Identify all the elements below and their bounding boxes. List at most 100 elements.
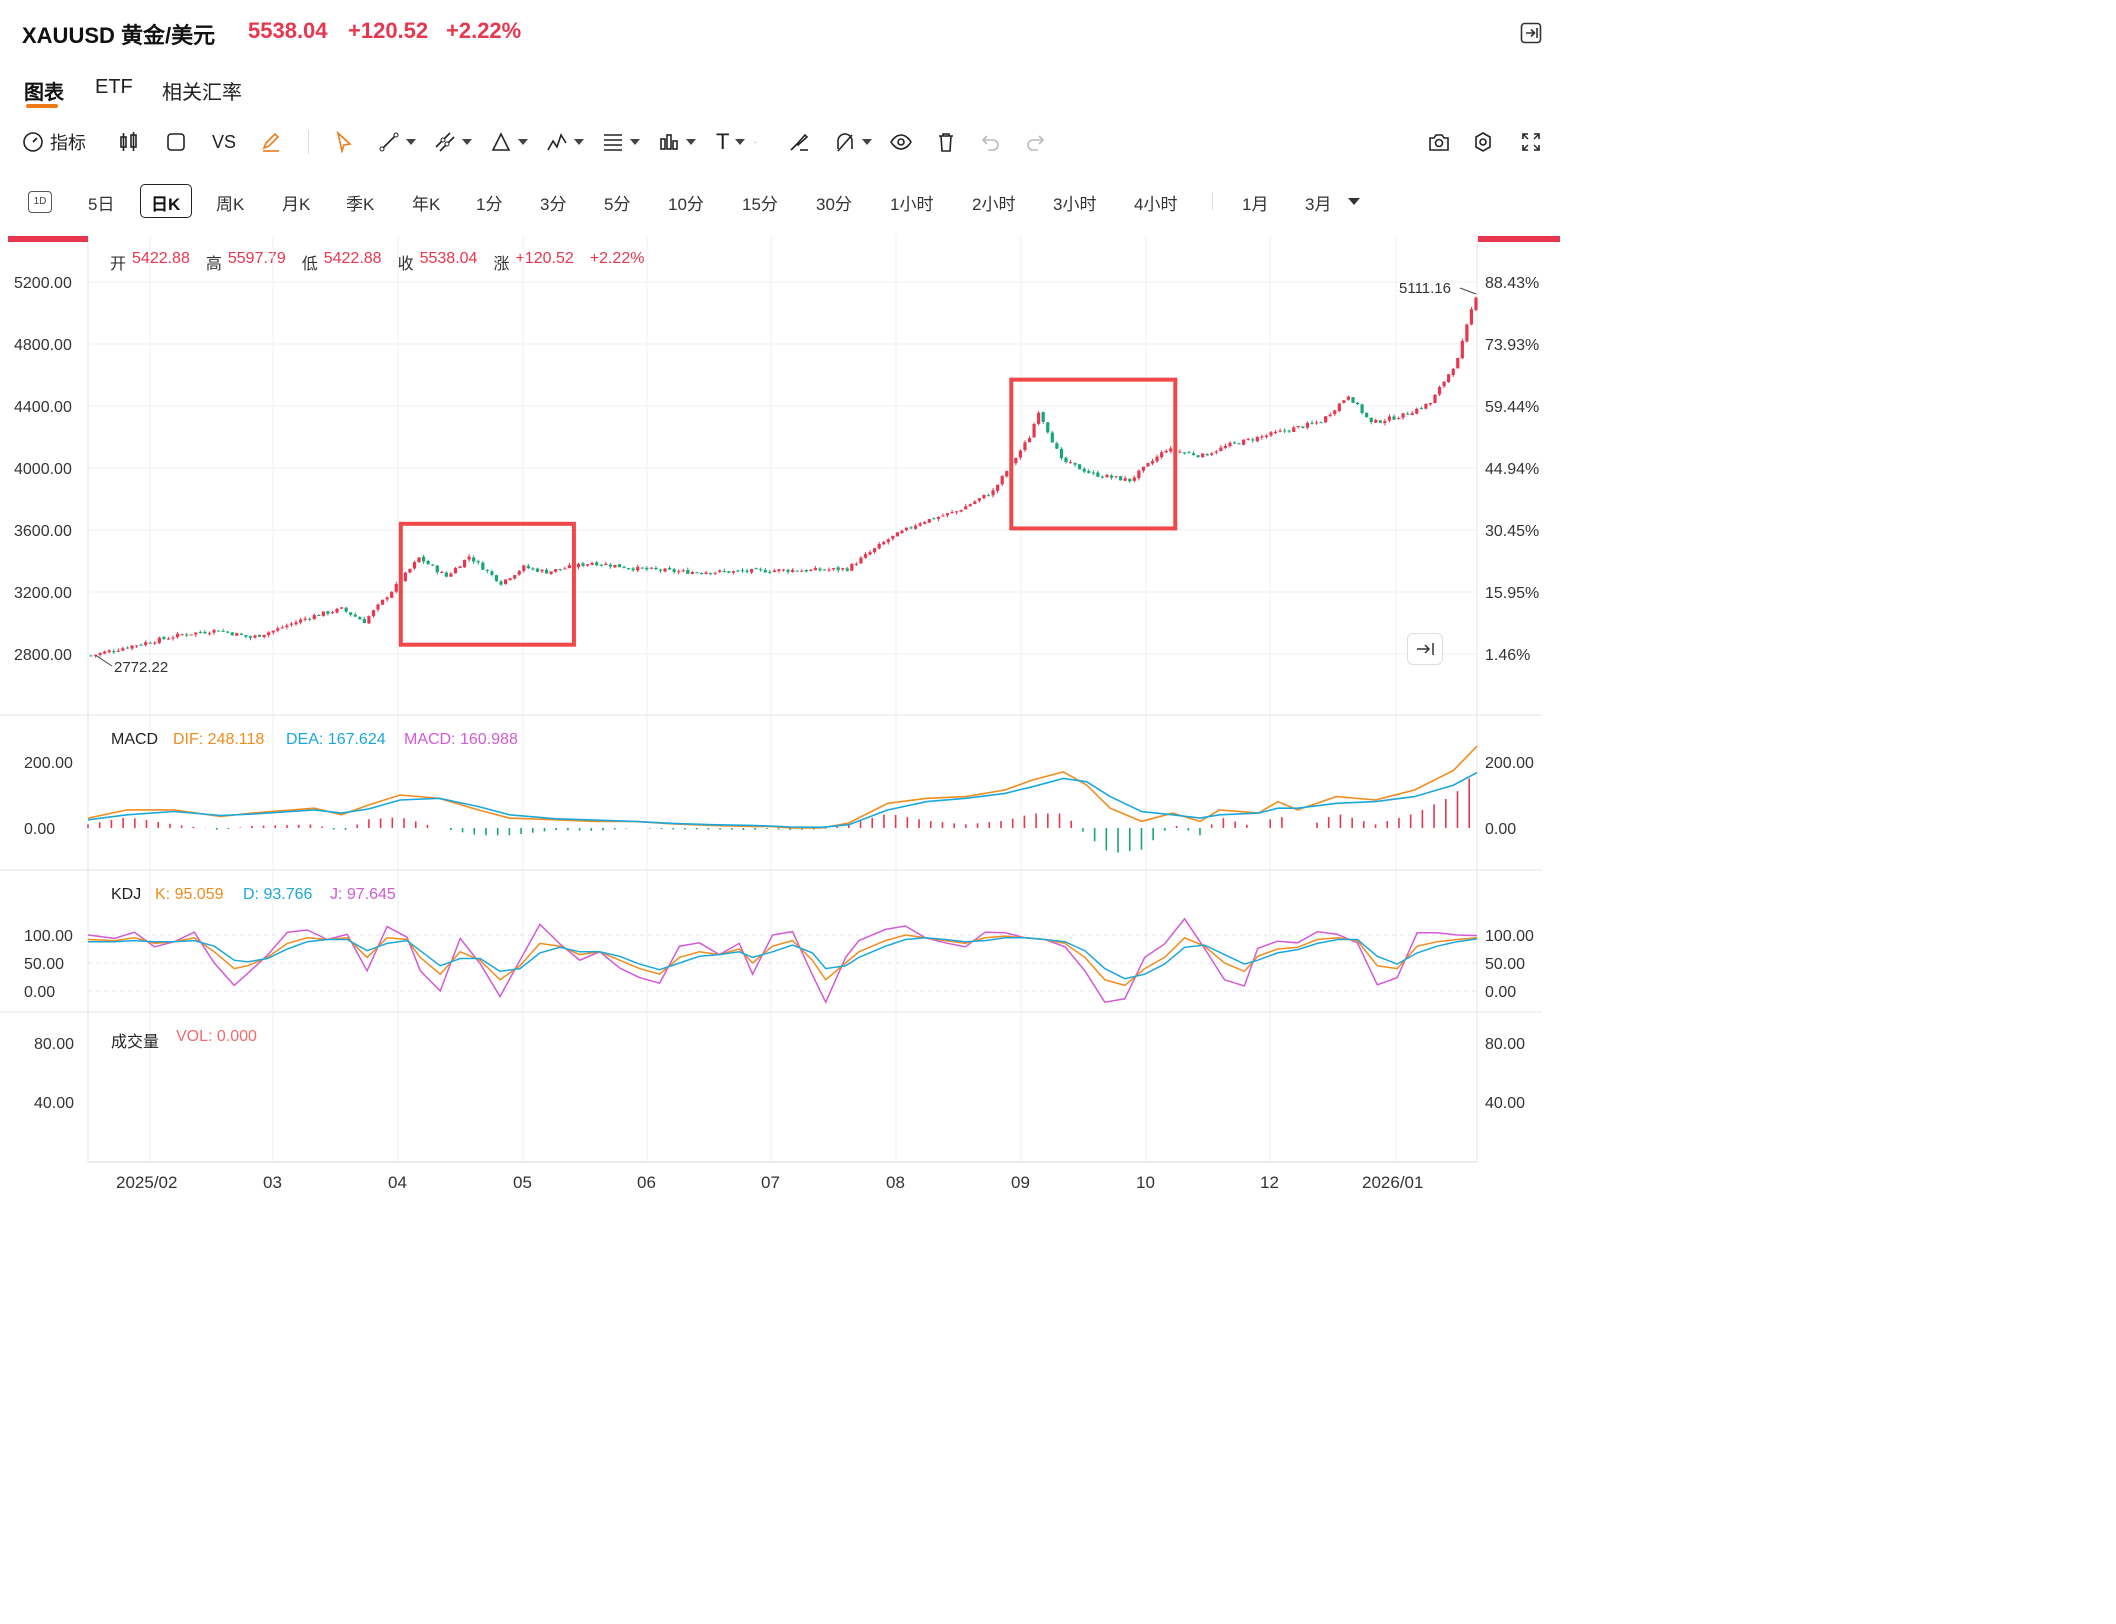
candle-body	[996, 484, 1000, 491]
candle-body	[1000, 476, 1004, 485]
settings-button[interactable]	[1472, 128, 1494, 156]
candle-body	[517, 571, 521, 575]
candle-body	[1182, 452, 1187, 454]
period-week[interactable]: 周K	[216, 195, 245, 214]
candle-body	[89, 655, 93, 657]
delete-drawings-button[interactable]	[936, 128, 956, 156]
y-tick-label: 2800.00	[14, 647, 72, 664]
period-year[interactable]: 年K	[412, 195, 441, 214]
candle-body	[986, 495, 991, 497]
y-right-tick-label: 59.44%	[1485, 399, 1539, 416]
cursor-tool[interactable]	[334, 128, 354, 156]
tab-etf[interactable]: ETF	[95, 76, 133, 98]
kdj-title: KDJ	[111, 886, 142, 903]
period-month[interactable]: 月K	[282, 195, 311, 214]
candle-body	[1396, 418, 1401, 420]
pattern-tool[interactable]	[546, 128, 584, 156]
low-value: 5422.88	[323, 250, 382, 267]
period-30m[interactable]: 30分	[816, 195, 852, 214]
macd-y-right-tick: 0.00	[1485, 821, 1516, 838]
line-tool[interactable]	[378, 128, 416, 156]
candle-body	[932, 518, 936, 520]
period-2h[interactable]: 2小时	[972, 195, 1016, 214]
candle-body	[380, 599, 385, 605]
period-day[interactable]: 日K	[151, 195, 181, 214]
redo-button[interactable]	[1024, 128, 1046, 156]
candle-body	[850, 563, 854, 571]
candle-body	[854, 563, 858, 565]
period-3mo[interactable]: 3月	[1305, 195, 1332, 214]
candle-body	[431, 564, 435, 566]
candle-body	[1447, 374, 1451, 383]
candle-body	[244, 635, 248, 637]
period-3m[interactable]: 3分	[540, 195, 567, 214]
candle-body	[194, 632, 198, 635]
candlestick-type-button[interactable]	[118, 128, 140, 156]
brush-tool[interactable]	[788, 128, 810, 156]
chart-canvas[interactable]: 5200.00 4800.00 4400.00 4000.00 3600.00 3200.…	[0, 0, 1568, 1204]
period-4h[interactable]: 4小时	[1134, 195, 1178, 214]
candle-body	[1155, 456, 1159, 462]
candle-body	[964, 506, 968, 510]
macd-y-tick: 0.00	[24, 821, 55, 838]
period-1h[interactable]: 1小时	[890, 195, 934, 214]
period-5m[interactable]: 5分	[604, 195, 631, 214]
screenshot-button[interactable]	[1428, 128, 1450, 156]
measure-tool[interactable]	[658, 128, 696, 156]
period-3h[interactable]: 3小时	[1053, 195, 1097, 214]
macd-dea-label: DEA: 167.624	[286, 731, 386, 748]
compare-button[interactable]: VS	[212, 131, 237, 152]
scroll-to-latest-button[interactable]	[1407, 633, 1443, 665]
candle-body	[1460, 340, 1464, 359]
candle-body	[1355, 402, 1360, 405]
multi-line-tool[interactable]	[434, 128, 472, 156]
x-tick-label: 05	[513, 1173, 532, 1192]
text-tool[interactable]: T ·	[716, 129, 757, 154]
triangle-tool[interactable]	[490, 128, 528, 156]
indicators-button[interactable]: 指标	[22, 128, 86, 156]
period-1m[interactable]: 1分	[476, 195, 503, 214]
fib-tool[interactable]	[602, 128, 640, 156]
period-5d[interactable]: 5日	[88, 195, 115, 214]
candle-body	[904, 527, 909, 531]
period-10m[interactable]: 10分	[668, 195, 704, 214]
candle-body	[403, 572, 407, 582]
candle-body	[763, 569, 767, 573]
candle-body	[1119, 476, 1123, 481]
candle-body	[1401, 413, 1405, 418]
magnet-tool[interactable]	[834, 128, 872, 156]
candle-body	[809, 569, 813, 571]
period-quarter[interactable]: 季K	[346, 195, 375, 214]
visibility-toggle[interactable]	[890, 128, 912, 156]
collapse-panel-icon[interactable]	[1520, 22, 1542, 49]
candle-body	[791, 570, 795, 572]
layout-button[interactable]	[166, 128, 186, 156]
period-15m[interactable]: 15分	[742, 195, 778, 214]
tab-related-fx[interactable]: 相关汇率	[162, 82, 242, 104]
undo-button[interactable]	[980, 128, 1002, 156]
candle-body	[1082, 468, 1086, 472]
candle-body	[1442, 381, 1446, 387]
kdj-d-line	[88, 937, 1478, 980]
y-right-tick-label: 30.45%	[1485, 523, 1539, 540]
candle-body	[718, 570, 722, 572]
tab-chart[interactable]: 图表	[24, 82, 64, 104]
candle-body	[567, 565, 571, 568]
fullscreen-button[interactable]	[1520, 128, 1542, 156]
period-1mo[interactable]: 1月	[1242, 195, 1269, 214]
candle-body	[1087, 471, 1091, 473]
candle-body	[1337, 403, 1341, 411]
candle-body	[1383, 421, 1387, 424]
period-icon[interactable]: 1D	[28, 191, 52, 213]
candle-body	[1018, 450, 1023, 458]
candle-body	[467, 556, 471, 560]
candle-body	[759, 569, 763, 571]
draw-toggle-button[interactable]	[260, 128, 282, 156]
candle-body	[1264, 435, 1269, 437]
candlestick-icon	[120, 132, 137, 151]
candle-body	[294, 622, 298, 625]
kdj-y-right-tick: 50.00	[1485, 956, 1525, 973]
candle-body	[558, 568, 562, 570]
candle-body	[253, 635, 257, 638]
period-dropdown-icon[interactable]	[1348, 198, 1360, 205]
